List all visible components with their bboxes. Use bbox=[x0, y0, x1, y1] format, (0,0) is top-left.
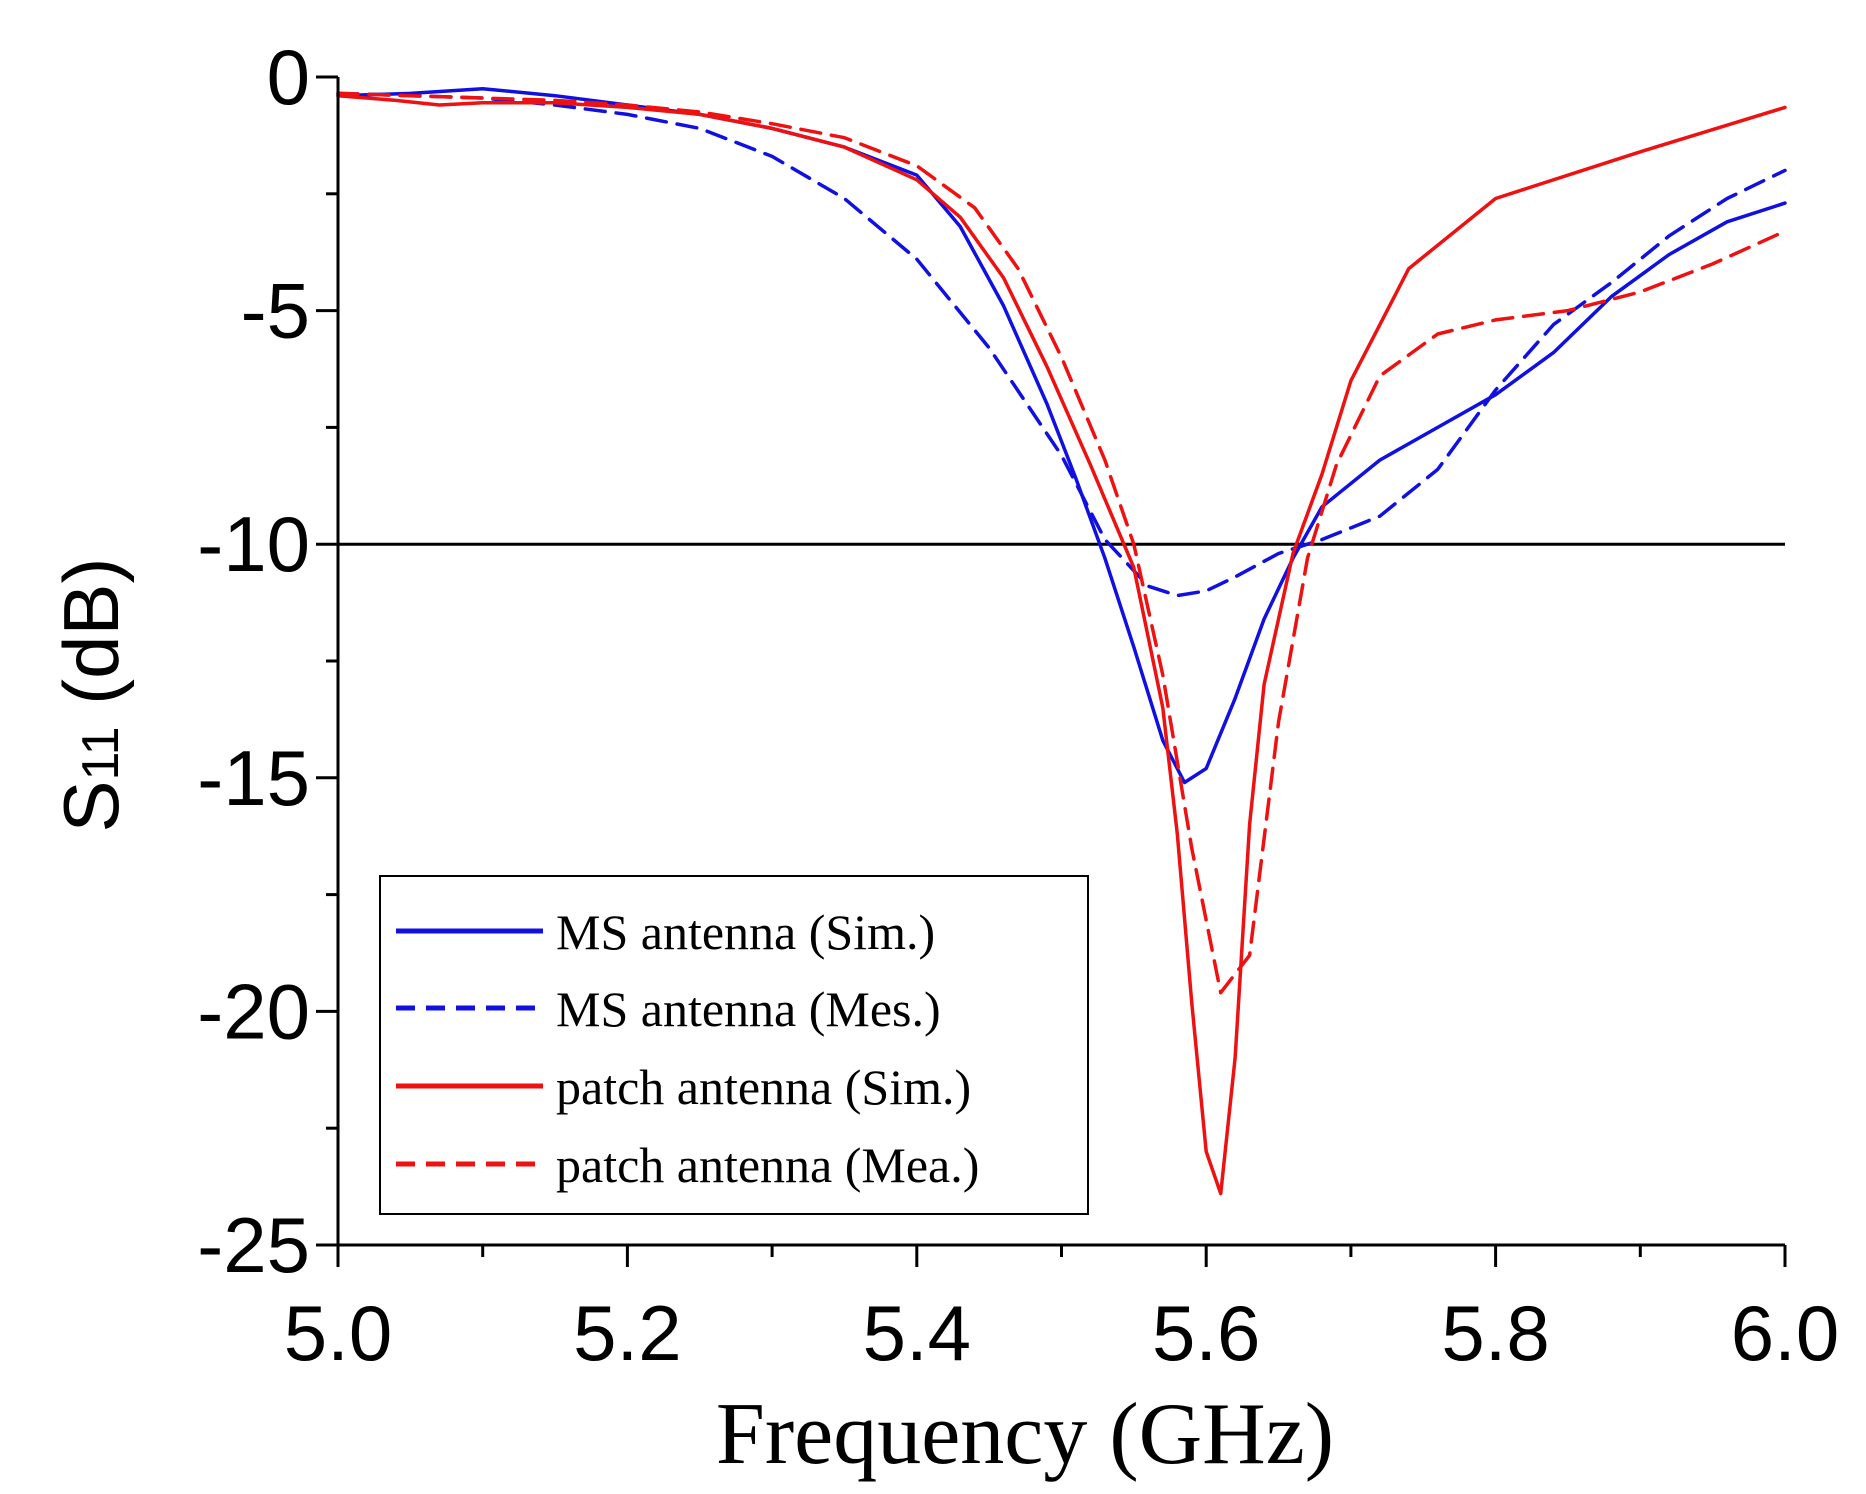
series-line-2 bbox=[336, 93, 1787, 1196]
y-axis-title-main: S bbox=[47, 780, 135, 832]
series-line-3 bbox=[336, 91, 1787, 995]
x-tick-label-0: 5.0 bbox=[284, 1289, 392, 1377]
x-tick-label-1: 5.2 bbox=[573, 1289, 681, 1377]
ticks-layer: 5.0 5.2 5.4 5.6 5.8 6.0 0 -5 -10 -15 -20 -25 bbox=[197, 33, 1839, 1377]
y-tick-label-0: 0 bbox=[267, 33, 310, 121]
x-tick-label-4: 5.8 bbox=[1441, 1289, 1549, 1377]
y-axis-title-subscript: 11 bbox=[72, 727, 130, 781]
legend-label-patch-sim: patch antenna (Sim.) bbox=[556, 1059, 971, 1115]
legend-label-ms-mes: MS antenna (Mes.) bbox=[556, 981, 941, 1037]
y-axis-title: S11 (dB) bbox=[47, 557, 135, 832]
y-tick-label-4: -20 bbox=[197, 967, 310, 1055]
series-layer bbox=[336, 86, 1787, 1196]
y-tick-label-2: -10 bbox=[197, 500, 310, 588]
x-tick-label-5: 6.0 bbox=[1731, 1289, 1839, 1377]
y-tick-label-1: -5 bbox=[241, 267, 310, 355]
legend: MS antenna (Sim.) MS antenna (Mes.) patc… bbox=[379, 875, 1089, 1215]
x-tick-label-3: 5.6 bbox=[1152, 1289, 1260, 1377]
y-axis-title-space bbox=[47, 705, 135, 727]
y-tick-label-5: -25 bbox=[197, 1201, 310, 1289]
legend-label-patch-mea: patch antenna (Mea.) bbox=[556, 1137, 979, 1193]
x-axis-title: Frequency (GHz) bbox=[716, 1386, 1334, 1483]
x-tick-label-2: 5.4 bbox=[863, 1289, 971, 1377]
y-axis-title-unit: (dB) bbox=[47, 557, 135, 704]
y-tick-label-3: -15 bbox=[197, 734, 310, 822]
legend-label-ms-sim: MS antenna (Sim.) bbox=[556, 904, 935, 960]
series-line-1 bbox=[336, 91, 1787, 598]
